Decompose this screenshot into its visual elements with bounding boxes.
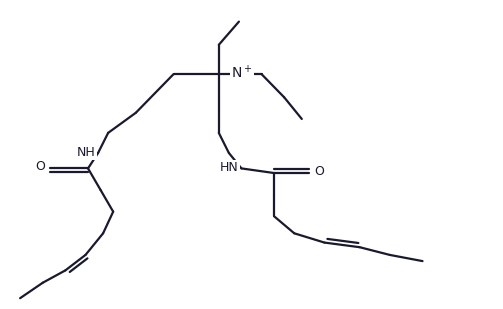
Text: O: O	[35, 160, 45, 173]
Text: NH: NH	[77, 146, 96, 159]
Text: N$^+$: N$^+$	[231, 64, 253, 81]
Text: O: O	[314, 165, 324, 178]
Text: HN: HN	[220, 161, 239, 174]
